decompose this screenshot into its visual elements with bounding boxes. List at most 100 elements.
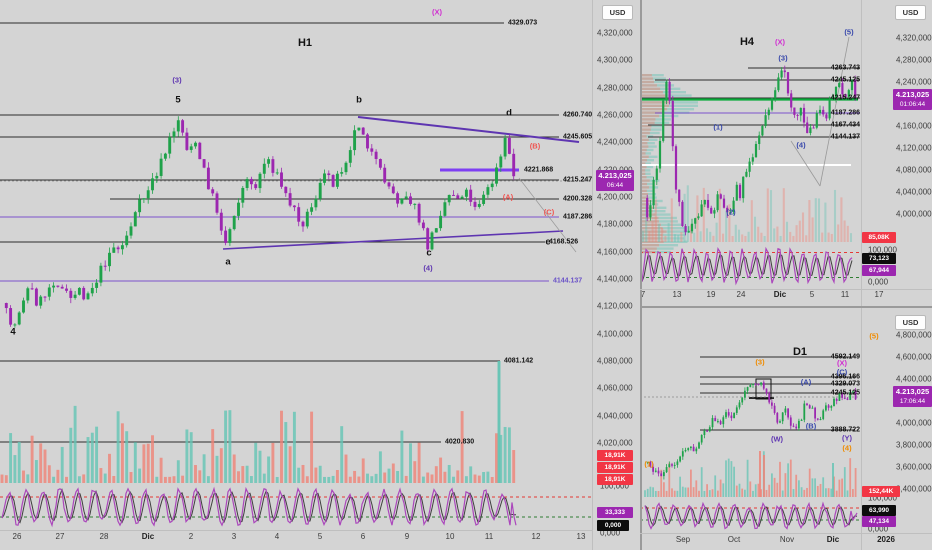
h1-volume-bar — [344, 454, 348, 483]
h1-volume-bar — [82, 474, 86, 483]
h1-volume-bar — [86, 437, 90, 483]
d1-candle-body — [787, 408, 789, 418]
h1-volume-bar — [112, 476, 116, 483]
h1-volume-bar — [400, 430, 404, 483]
h1-volume-bar — [310, 411, 314, 483]
d1-volume-bar — [811, 478, 814, 497]
h1-currency-button[interactable]: USD — [602, 5, 633, 20]
h1-candle-body — [198, 142, 202, 160]
h4-volume-bar — [792, 235, 795, 242]
d1-volume-bar — [698, 490, 700, 497]
h1-candle-body — [65, 288, 68, 291]
h1-volume-bar — [434, 466, 438, 483]
h1-x-axis-tick: 10 — [445, 532, 455, 541]
h4-volume-bar — [805, 235, 808, 242]
h1-volume-bar — [503, 426, 507, 483]
h1-trendline[interactable] — [518, 177, 577, 253]
h4-volume-bar — [715, 222, 718, 242]
d1-candle-body — [795, 426, 798, 429]
h4-volume-profile-row — [640, 91, 664, 94]
h1-candle-body — [138, 199, 142, 213]
h4-volume-profile-row — [640, 111, 665, 114]
d1-volume-bar — [714, 475, 717, 497]
h1-candle-body — [142, 198, 146, 200]
d1-candle-body — [752, 383, 754, 385]
d1-bar-countdown: 17:06:44 — [899, 398, 926, 405]
h4-volume-bar — [741, 234, 744, 242]
h1-candle-body — [90, 287, 94, 294]
h1-volume-bar — [52, 476, 56, 483]
h1-trendline[interactable] — [357, 116, 580, 143]
d1-annotation-box[interactable] — [755, 378, 772, 400]
d1-currency-button[interactable]: USD — [895, 315, 926, 330]
h1-candle-body — [331, 175, 335, 187]
h1-candle-body — [95, 282, 99, 288]
h1-candle-body — [469, 189, 473, 202]
d1-candle-body — [719, 421, 722, 425]
d1-volume-bar — [760, 489, 762, 497]
h4-volume-profile-row — [640, 186, 659, 189]
panel-divider-vertical[interactable] — [640, 0, 642, 550]
h1-candle-body — [499, 156, 503, 168]
h4-candle-body — [751, 157, 754, 162]
h4-candle-body — [742, 176, 745, 199]
d1-candle-body — [811, 407, 814, 409]
h4-x-axis-tick: Dic — [773, 290, 787, 299]
d1-timeframe-title: D1 — [792, 346, 808, 358]
h4-volume-bar — [773, 228, 776, 242]
d1-candle-body — [846, 398, 849, 400]
h1-volume-bar — [486, 471, 490, 483]
d1-volume-spike — [832, 463, 834, 497]
h1-x-axis-tick: 2 — [188, 532, 194, 541]
h4-trendline[interactable] — [819, 36, 850, 187]
d1-volume-bar — [757, 483, 760, 497]
d1-volume-bar — [687, 487, 690, 497]
h1-volume-bar — [409, 443, 412, 483]
h4-candle-body — [745, 171, 748, 177]
h1-candle-body — [348, 150, 352, 163]
h1-volume-spike — [497, 361, 501, 483]
h4-volume-bar — [718, 188, 721, 242]
h1-trendline[interactable] — [222, 230, 564, 250]
h4-volume-bar — [814, 198, 817, 242]
h1-current-price: 4.213,025 — [598, 171, 632, 180]
h1-candle-body — [26, 288, 30, 301]
h4-volume-profile-row — [640, 145, 657, 148]
h4-volume-bar — [689, 224, 693, 242]
h1-y-axis-tick: 4,260,000 — [597, 110, 633, 120]
h4-volume-profile-row — [640, 108, 695, 111]
h1-volume-bar — [30, 435, 34, 483]
h1-candle-body — [297, 207, 301, 222]
panel-divider-horizontal[interactable] — [640, 306, 932, 308]
h4-x-axis-tick: 24 — [736, 290, 746, 299]
h1-volume-bar — [464, 476, 468, 483]
h1-volume-bar — [348, 476, 352, 483]
d1-candle-body — [746, 387, 749, 391]
h4-volume-profile-row — [640, 118, 656, 121]
h4-trendline[interactable] — [790, 140, 821, 187]
h1-candle-body — [120, 245, 124, 250]
h1-wave-letter: 5 — [175, 94, 181, 106]
h1-candle-body — [301, 221, 305, 227]
h4-volume-bar — [734, 224, 737, 242]
h4-volume-profile-row — [640, 233, 685, 237]
h1-indicator-scale-tick: 0,000 — [600, 528, 621, 538]
d1-indicator-value-badge: 47,134 — [862, 516, 896, 527]
d1-candle-body — [765, 388, 768, 394]
h1-candle-body — [271, 159, 275, 173]
h4-currency-button[interactable]: USD — [895, 5, 926, 20]
h4-candle-body — [732, 200, 735, 212]
h1-y-axis-tick: 4,180,000 — [597, 219, 633, 229]
h1-volume-bar — [366, 473, 369, 483]
d1-volume-bar — [795, 474, 798, 497]
h4-volume-profile-row — [640, 176, 647, 179]
h4-volume-profile-row — [640, 162, 651, 165]
h1-candle-body — [503, 137, 507, 157]
h4-volume-profile-row — [640, 87, 661, 90]
d1-volume-bar — [787, 463, 789, 497]
h4-volume-profile-row — [640, 247, 674, 250]
d1-volume-bar — [835, 490, 838, 497]
d1-candle-body — [727, 412, 730, 416]
h1-candle-body — [77, 287, 81, 295]
